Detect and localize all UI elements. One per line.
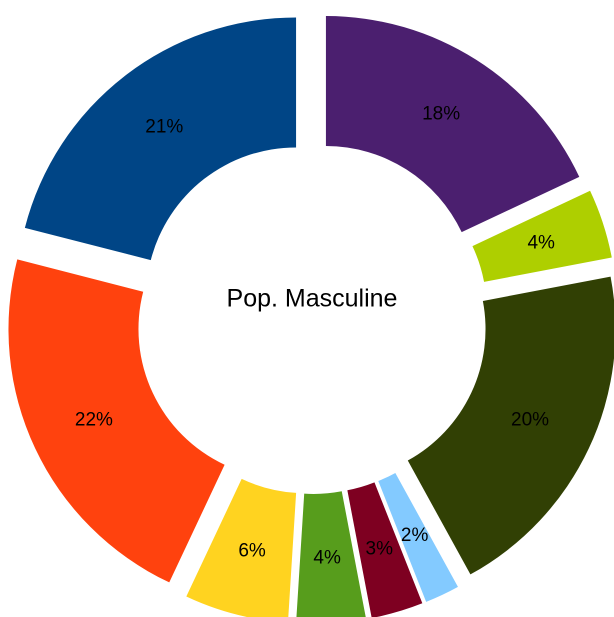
slice — [186, 478, 297, 617]
data-label: 3% — [366, 538, 394, 559]
slice — [8, 259, 225, 583]
data-label: 21% — [145, 117, 183, 138]
chart-title: Pop. Masculine — [227, 285, 398, 313]
slice — [472, 190, 612, 282]
data-label: 6% — [238, 540, 266, 561]
data-label: 4% — [527, 233, 555, 254]
slice — [24, 17, 297, 261]
data-label: 20% — [511, 410, 549, 431]
slice — [407, 276, 614, 575]
slice — [296, 491, 366, 617]
slice — [347, 482, 423, 617]
slice — [378, 472, 458, 602]
slice — [325, 16, 580, 233]
data-label: 18% — [422, 104, 460, 125]
data-label: 22% — [75, 410, 113, 431]
data-label: 2% — [401, 525, 429, 546]
data-label: 4% — [313, 548, 341, 569]
